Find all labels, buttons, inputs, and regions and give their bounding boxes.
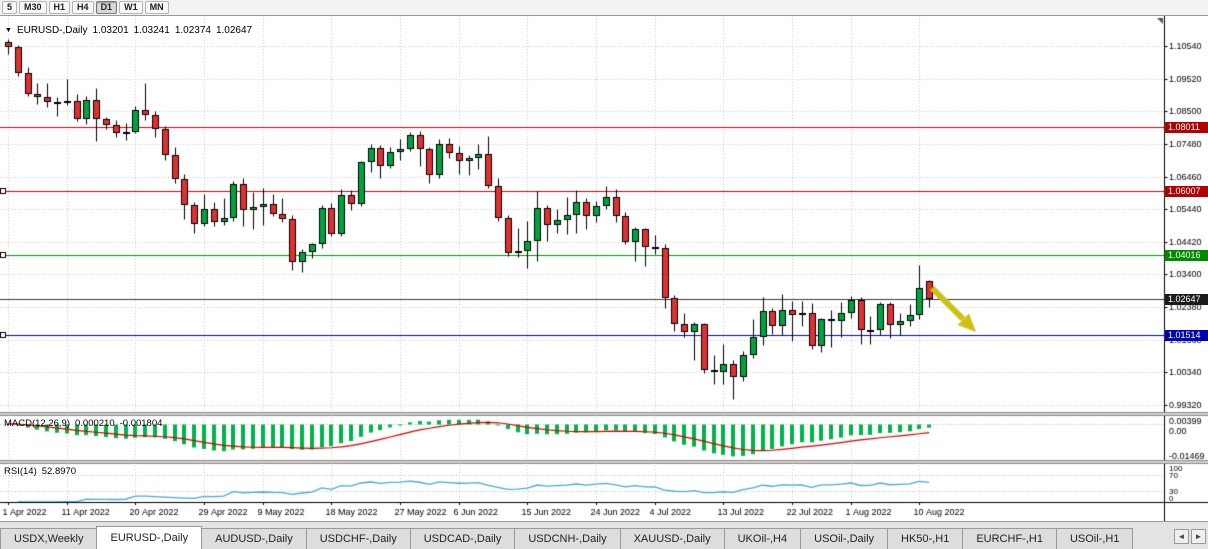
- chart-tab-audusd-daily[interactable]: AUDUSD-,Daily: [201, 528, 307, 549]
- chart-tab-usdx-weekly[interactable]: USDX,Weekly: [0, 528, 98, 549]
- chart-tab-usdcnh-daily[interactable]: USDCNH-,Daily: [514, 528, 621, 549]
- tab-scroll-left-icon[interactable]: ◄: [1174, 529, 1189, 544]
- tab-scroll-right-icon[interactable]: ►: [1191, 529, 1206, 544]
- tab-scroll-buttons: ◄ ►: [1174, 529, 1206, 544]
- timeframe-toolbar: 5 M30 H1 H4 D1 W1 MN: [0, 0, 1208, 16]
- chart-tab-bar: USDX,Weekly EURUSD-,Daily AUDUSD-,Daily USD…: [0, 521, 1208, 549]
- chart-window: ▼ EURUSD-,Daily 1.03201 1.03241 1.02374 …: [0, 16, 1208, 521]
- chart-tab-hk50-h1[interactable]: HK50-,H1: [887, 528, 964, 549]
- chart-tab-usoil-h1[interactable]: USOil-,H1: [1055, 528, 1134, 549]
- chart-tab-usoil-daily[interactable]: USOil-,Daily: [800, 528, 889, 549]
- chart-tab-eurusd-daily[interactable]: EURUSD-,Daily: [96, 526, 203, 549]
- chart-tab-usdchf-daily[interactable]: USDCHF-,Daily: [305, 528, 411, 549]
- chart-tab-eurchf-h1[interactable]: EURCHF-,H1: [962, 528, 1057, 549]
- chart-tab-strip: USDX,Weekly EURUSD-,Daily AUDUSD-,Daily USD…: [0, 526, 1134, 549]
- period-button-M30[interactable]: M30: [19, 1, 47, 14]
- chart-tab-ukoil-h4[interactable]: UKOil-,H4: [723, 528, 802, 549]
- chart-tab-xauusd-daily[interactable]: XAUUSD-,Daily: [619, 528, 725, 549]
- period-button-H4[interactable]: H4: [72, 1, 94, 14]
- period-button-D1[interactable]: D1: [95, 1, 118, 14]
- price-chart-canvas[interactable]: [0, 16, 1208, 521]
- period-buttons: 5 M30 H1 H4 D1 W1 MN: [2, 1, 171, 14]
- period-button-5[interactable]: 5: [2, 1, 18, 14]
- period-button-MN[interactable]: MN: [144, 1, 169, 14]
- period-button-H1[interactable]: H1: [48, 1, 71, 14]
- period-button-W1[interactable]: W1: [119, 1, 143, 14]
- chart-tab-usdcad-daily[interactable]: USDCAD-,Daily: [409, 528, 516, 549]
